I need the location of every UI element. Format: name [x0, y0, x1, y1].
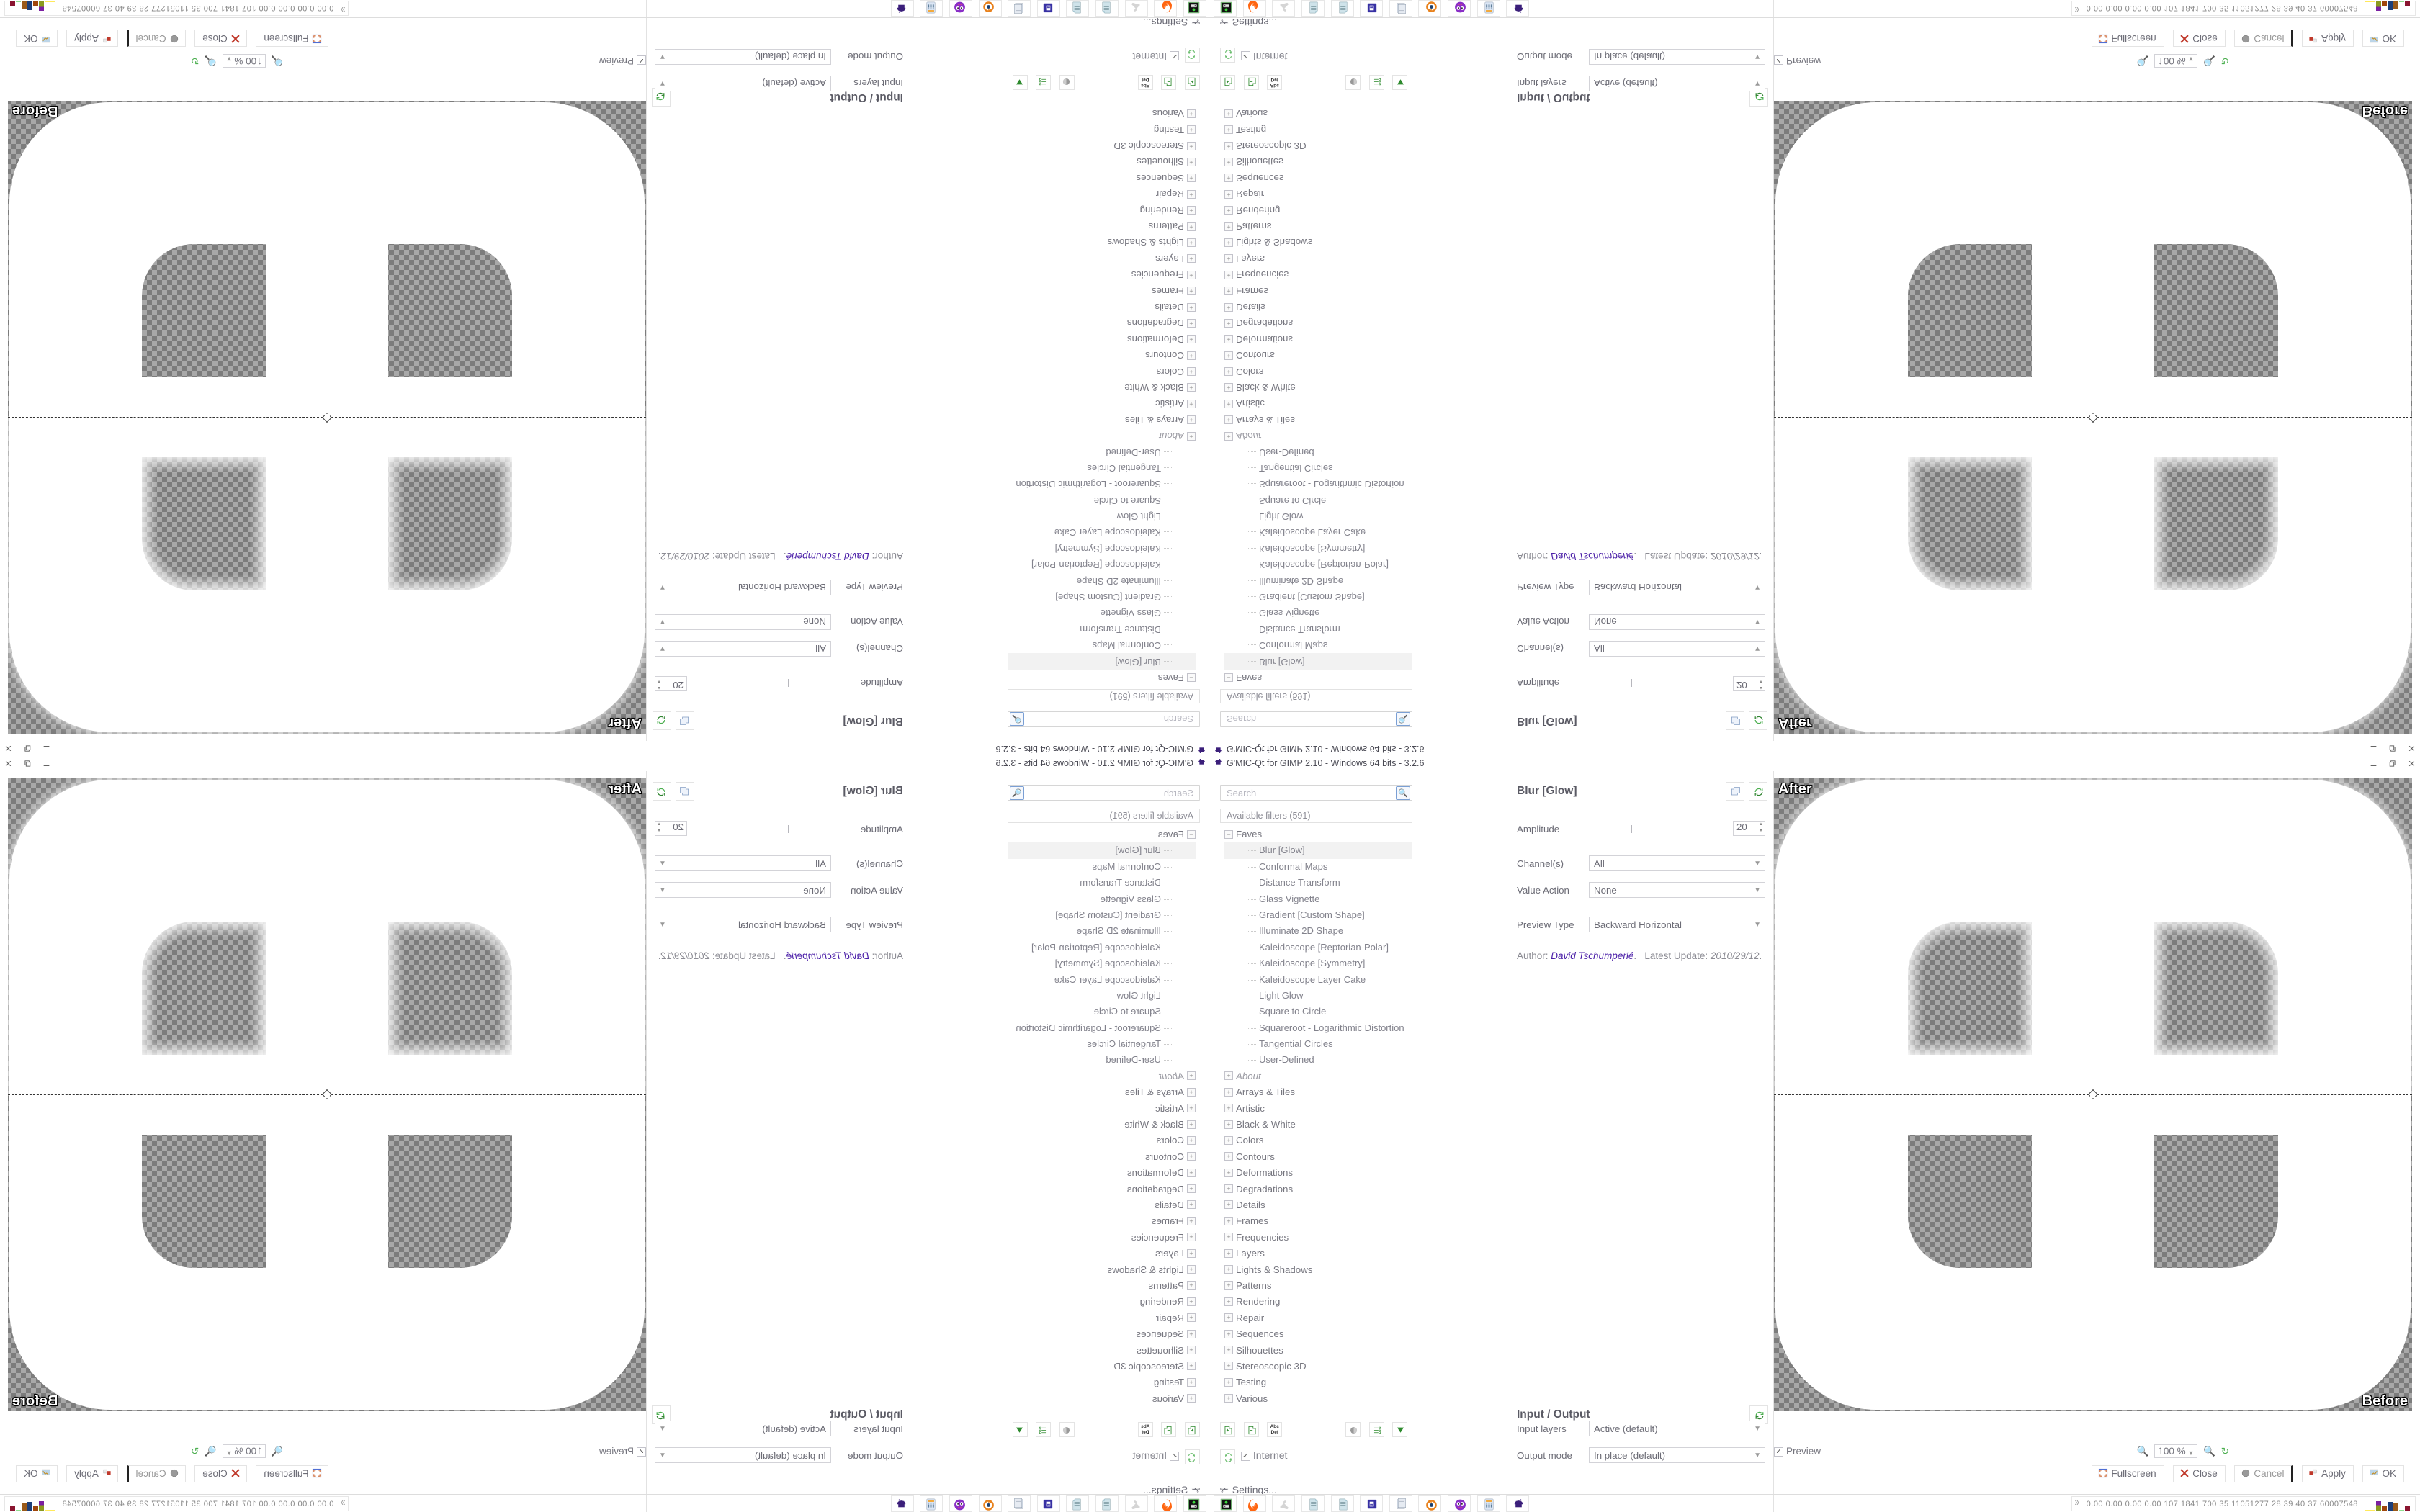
- svg-text:64: 64: [1047, 6, 1050, 9]
- svg-text:64: 64: [1370, 1503, 1373, 1506]
- svg-text:64: 64: [1047, 1503, 1050, 1506]
- svg-text:64: 64: [1370, 6, 1373, 9]
